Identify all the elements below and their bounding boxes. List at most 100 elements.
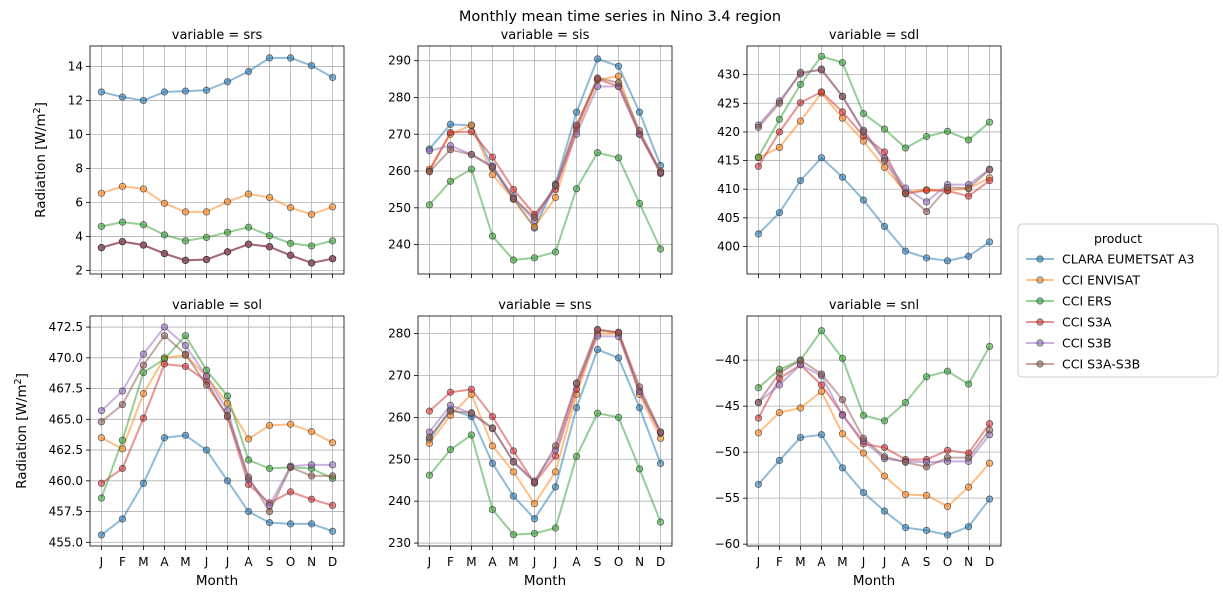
data-point xyxy=(754,398,763,407)
y-tick-label: 410 xyxy=(717,182,740,196)
y-axis-label: Radiation [W/m2] xyxy=(13,373,31,489)
legend-marker xyxy=(1036,276,1044,284)
data-point xyxy=(265,421,274,430)
data-point xyxy=(880,472,889,480)
legend-entry: CCI ERS xyxy=(1026,294,1112,309)
data-point xyxy=(530,478,539,486)
data-point xyxy=(286,420,295,428)
data-point xyxy=(635,465,644,473)
data-point xyxy=(985,459,994,467)
data-point xyxy=(202,208,211,216)
data-point xyxy=(551,248,560,256)
data-point xyxy=(754,414,763,422)
data-point xyxy=(425,407,434,415)
data-point xyxy=(817,52,826,60)
data-point xyxy=(118,515,127,523)
data-point xyxy=(223,78,232,86)
data-point xyxy=(859,449,868,457)
series-line-cci-ers xyxy=(428,412,662,536)
data-point xyxy=(446,401,455,409)
data-point xyxy=(181,237,190,245)
data-point xyxy=(775,115,784,123)
panel-title: variable = sns xyxy=(498,298,592,313)
data-point xyxy=(160,434,169,442)
data-point xyxy=(181,341,190,350)
x-tick-label: M xyxy=(180,555,190,569)
panel-title: variable = srs xyxy=(172,28,263,43)
data-point xyxy=(244,190,253,198)
data-point xyxy=(530,254,539,262)
data-point xyxy=(488,459,497,468)
series-line-cci-s3a xyxy=(100,362,333,507)
x-tick-label: M xyxy=(508,555,518,569)
data-point xyxy=(97,189,106,197)
data-point xyxy=(593,409,602,417)
x-tick-label: N xyxy=(307,555,316,569)
y-tick-label: 460.0 xyxy=(49,474,83,488)
y-tick-label: 14 xyxy=(68,59,83,73)
data-point xyxy=(265,519,274,527)
data-point xyxy=(635,404,644,412)
data-point xyxy=(530,223,539,231)
data-point xyxy=(551,193,560,202)
legend-entry: CCI S3A xyxy=(1026,315,1112,330)
y-tick-label: 270 xyxy=(388,368,411,382)
legend-label: CCI ERS xyxy=(1062,294,1112,309)
data-point xyxy=(838,173,847,181)
series-line-cci-envisat xyxy=(757,91,991,194)
data-point xyxy=(593,325,602,334)
y-tick-label: 10 xyxy=(68,127,83,141)
data-point xyxy=(307,461,316,469)
x-tick-label: J xyxy=(756,555,761,569)
y-tick-label: 425 xyxy=(717,96,740,110)
data-point xyxy=(796,433,805,442)
y-tick-label: 462.5 xyxy=(49,443,83,457)
data-point xyxy=(635,108,644,116)
panel-3: 455.0 457.5 460.0 462.5 465.0 467.5 470.0 472.5… xyxy=(13,298,345,589)
data-point xyxy=(160,360,169,368)
data-point xyxy=(943,257,952,265)
data-point xyxy=(943,367,952,375)
data-point xyxy=(488,505,497,514)
data-point xyxy=(880,417,889,425)
data-point xyxy=(446,177,455,185)
data-point xyxy=(775,143,784,151)
data-point xyxy=(656,168,665,177)
data-point xyxy=(160,231,169,239)
data-point xyxy=(880,443,889,452)
data-point xyxy=(551,483,560,491)
data-point xyxy=(139,96,148,105)
data-point xyxy=(286,251,295,259)
x-tick-label: J xyxy=(427,555,432,569)
data-point xyxy=(488,442,497,450)
data-point xyxy=(328,203,337,211)
y-tick-label: 280 xyxy=(388,90,411,104)
data-point xyxy=(307,495,316,503)
data-point xyxy=(467,121,476,129)
legend-entry: CCI S3B xyxy=(1026,336,1112,351)
data-point xyxy=(202,233,211,242)
y-tick-label: 6 xyxy=(75,196,83,210)
y-tick-label: 400 xyxy=(717,240,740,254)
data-point xyxy=(118,182,127,190)
data-point xyxy=(985,238,994,246)
data-point xyxy=(181,350,190,358)
legend-label: CCI S3A xyxy=(1062,315,1112,330)
data-point xyxy=(817,66,826,74)
data-point xyxy=(139,361,148,369)
data-point xyxy=(985,495,994,503)
data-point xyxy=(181,431,190,439)
data-point xyxy=(139,479,148,487)
data-point xyxy=(880,453,889,461)
plot-frame xyxy=(746,45,1002,275)
data-point xyxy=(964,380,973,388)
data-point xyxy=(202,446,211,454)
data-point xyxy=(488,412,497,421)
data-point xyxy=(286,239,295,247)
data-point xyxy=(551,468,560,476)
data-point xyxy=(838,396,847,404)
data-point xyxy=(265,243,274,251)
